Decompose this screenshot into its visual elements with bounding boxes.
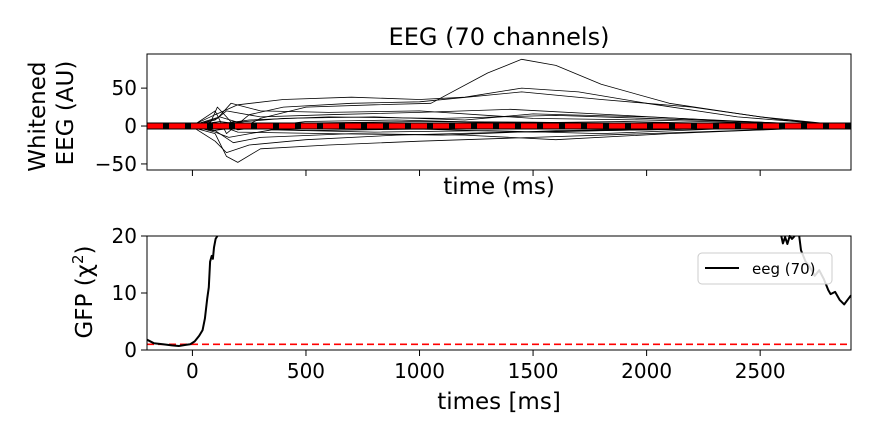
gfp-line-segment [780,235,796,245]
eeg-y-tick-label: 50 [112,76,137,100]
eeg-y-label: Whitened EEG (AU) [25,54,79,172]
eeg-x-ticks [191,170,761,176]
gfp-y-label-prefix: GFP ( [72,277,98,338]
gfp-y-label-suffix: ) [72,245,98,254]
eeg-y-label-line-1: Whitened [25,62,51,172]
eeg-y-tick-label: −50 [95,152,137,176]
gfp-x-label: times [ms] [437,389,561,415]
eeg-x-label: time (ms) [443,174,555,200]
gfp-y-ticks: 0 10 20 [112,224,147,362]
eeg-channel-trace [147,102,852,127]
gfp-axes: GFP (χ2) 0 10 20 0 500 1000 1500 2000 2500 eeg … [69,224,852,415]
legend-box [697,252,833,285]
eeg-y-label-line-2: EEG (AU) [53,61,79,166]
gfp-legend: eeg (70) [697,252,833,285]
gfp-y-tick-label: 10 [112,281,137,305]
eeg-axes: EEG (70 channels) Whitened EEG (AU) 50 0 −… [25,23,852,200]
gfp-x-tick-label: 2000 [621,359,672,383]
legend-label-eeg: eeg (70) [752,260,816,278]
gfp-y-tick-label: 20 [112,224,137,248]
gfp-x-tick-label: 2500 [735,359,786,383]
eeg-channel-trace [147,58,852,131]
gfp-y-label: GFP (χ2) [69,245,98,338]
gfp-y-label-superscript: 2 [69,254,87,264]
eeg-channel-trace [146,125,852,163]
eeg-traces [146,58,852,163]
eeg-y-tick-label: 0 [124,114,137,138]
eeg-channel-trace [147,91,852,135]
gfp-axes-frame [146,235,852,351]
eeg-y-ticks: 50 0 −50 [95,76,147,176]
gfp-x-tick-label: 1000 [394,359,445,383]
eeg-channel-trace [146,113,852,127]
eeg-axes-frame [146,53,852,171]
gfp-x-tick-label: 1500 [508,359,559,383]
gfp-x-tick-label: 500 [287,359,325,383]
gfp-x-ticks: 0 500 1000 1500 2000 2500 [186,350,786,383]
eeg-chart-title: EEG (70 channels) [389,23,610,51]
gfp-y-label-symbol: χ [72,264,98,277]
gfp-line-segment [146,235,219,347]
gfp-x-tick-label: 0 [186,359,199,383]
gfp-y-tick-label: 0 [124,338,137,362]
